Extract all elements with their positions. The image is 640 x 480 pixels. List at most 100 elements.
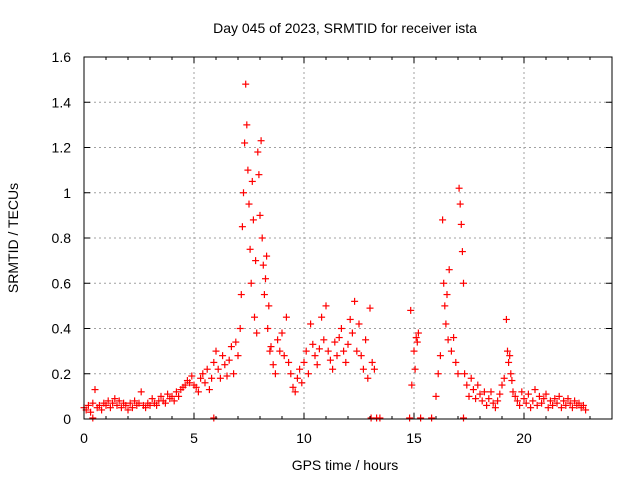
data-point [302, 347, 310, 355]
data-point [236, 325, 244, 332]
x-tick-label: 20 [516, 430, 532, 446]
data-point [579, 401, 587, 409]
data-point [571, 397, 579, 405]
data-point [461, 370, 469, 378]
data-point [520, 395, 528, 403]
data-point [408, 381, 416, 389]
data-point [117, 404, 125, 412]
data-point [109, 399, 117, 407]
data-point [113, 401, 121, 409]
data-point [582, 406, 590, 414]
data-point [458, 248, 466, 256]
data-point [485, 395, 493, 403]
data-point [432, 392, 440, 400]
data-point [313, 361, 321, 369]
data-point [260, 291, 268, 299]
data-point [506, 352, 514, 360]
x-tick-label: 15 [406, 430, 422, 446]
data-point [326, 356, 334, 364]
data-point [210, 358, 218, 366]
data-point [278, 329, 286, 337]
data-point [258, 234, 266, 242]
data-point [557, 404, 565, 412]
data-point [428, 414, 436, 422]
axis-ticks [83, 56, 612, 420]
data-point [346, 315, 354, 323]
data-point [186, 379, 194, 387]
data-point [456, 200, 464, 208]
data-point [414, 329, 422, 337]
data-point [241, 139, 249, 147]
data-point [148, 395, 156, 403]
data-point [142, 404, 150, 412]
data-point [221, 361, 229, 369]
data-point [500, 374, 508, 382]
data-point [489, 399, 497, 407]
data-point [304, 370, 312, 378]
data-point [146, 401, 154, 409]
data-point [465, 392, 473, 400]
x-tick-label: 5 [190, 430, 198, 446]
data-point [251, 313, 258, 321]
data-point [450, 334, 458, 342]
data-point [237, 291, 245, 299]
data-point [296, 365, 304, 373]
data-point [242, 80, 250, 88]
data-point [467, 374, 475, 382]
data-point [197, 374, 205, 382]
data-point [266, 347, 274, 355]
data-point [527, 404, 535, 412]
data-point [538, 399, 546, 407]
data-point [298, 379, 306, 387]
data-point [445, 266, 453, 274]
data-point [370, 365, 378, 373]
data-point [111, 395, 119, 403]
data-point [412, 334, 420, 342]
data-point [494, 397, 502, 405]
data-point [460, 279, 467, 287]
plot-points [80, 80, 590, 422]
data-point [137, 388, 145, 396]
data-point [225, 356, 233, 364]
data-point [476, 390, 484, 398]
data-point [98, 406, 106, 414]
data-point [463, 381, 471, 389]
x-axis-label: GPS time / hours [292, 457, 399, 473]
data-point [333, 352, 341, 360]
data-point [440, 279, 448, 287]
y-tick-label: 0.4 [52, 321, 72, 337]
data-point [542, 390, 550, 398]
data-point [562, 401, 570, 409]
data-point [417, 414, 425, 422]
data-point [455, 184, 463, 192]
data-point [540, 395, 548, 403]
data-point [115, 397, 123, 405]
data-point [443, 291, 451, 299]
data-point [376, 414, 384, 422]
data-point [267, 343, 275, 351]
data-point [478, 397, 486, 405]
data-point [566, 399, 574, 407]
data-point [135, 399, 143, 407]
data-point [240, 189, 247, 197]
data-point [223, 372, 231, 380]
data-point [199, 370, 207, 378]
data-point [496, 390, 504, 398]
data-point [91, 386, 99, 394]
data-point [285, 358, 293, 366]
data-point [508, 377, 516, 385]
data-point [513, 397, 521, 405]
data-point [413, 338, 421, 346]
data-point [480, 388, 488, 396]
data-point [434, 370, 442, 378]
data-point [509, 388, 517, 396]
data-point [344, 340, 352, 348]
data-point [253, 329, 261, 337]
data-point [126, 399, 134, 407]
data-point [340, 347, 348, 355]
data-point [106, 404, 114, 412]
x-tick-label: 10 [296, 430, 312, 446]
data-point [309, 340, 317, 348]
data-point [335, 334, 343, 342]
